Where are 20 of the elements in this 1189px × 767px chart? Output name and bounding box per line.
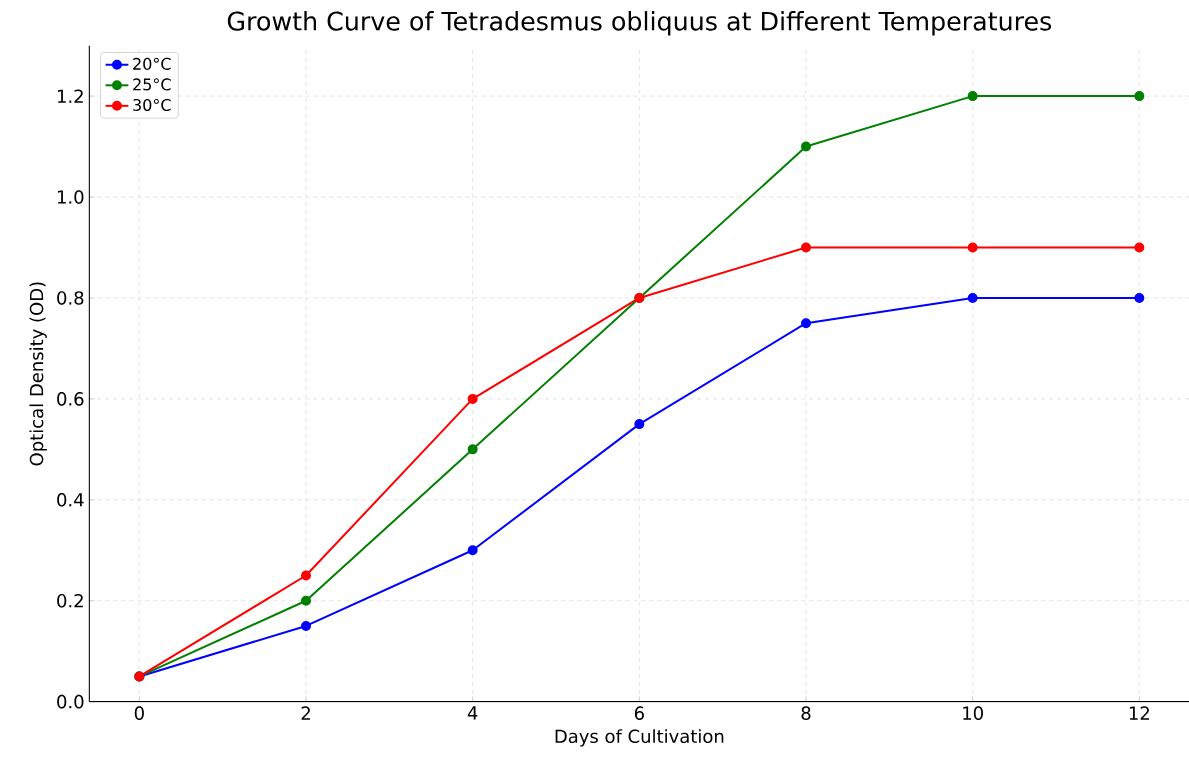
x-tick-label: 12 bbox=[1129, 706, 1149, 720]
y-tick-label: 0.6 bbox=[57, 392, 84, 406]
y-tick-label: 1.0 bbox=[57, 190, 84, 204]
chart-title: Growth Curve of Tetradesmus obliquus at Different Temperatures bbox=[227, 11, 1052, 36]
x-tick-label: 2 bbox=[301, 706, 310, 720]
y-axis-title: Optical Density (OD) bbox=[29, 282, 47, 466]
x-axis-title: Days of Cultivation bbox=[555, 729, 724, 747]
x-tick-label: 8 bbox=[801, 706, 811, 720]
x-tick-label: 4 bbox=[467, 706, 478, 720]
y-tick-label: 0.4 bbox=[57, 493, 84, 507]
legend-label: 25°C bbox=[133, 78, 171, 91]
y-tick-label: 1.2 bbox=[57, 89, 83, 103]
legend-label: 30°C bbox=[133, 98, 171, 111]
x-tick-label: 6 bbox=[634, 706, 644, 720]
y-tick-label: 0.8 bbox=[57, 291, 84, 305]
y-tick-label: 0.0 bbox=[57, 694, 84, 709]
x-tick-label: 0 bbox=[134, 706, 144, 720]
legend-label: 20°C bbox=[133, 57, 171, 70]
x-tick-label: 10 bbox=[963, 706, 983, 720]
y-tick-label: 0.2 bbox=[57, 593, 83, 608]
